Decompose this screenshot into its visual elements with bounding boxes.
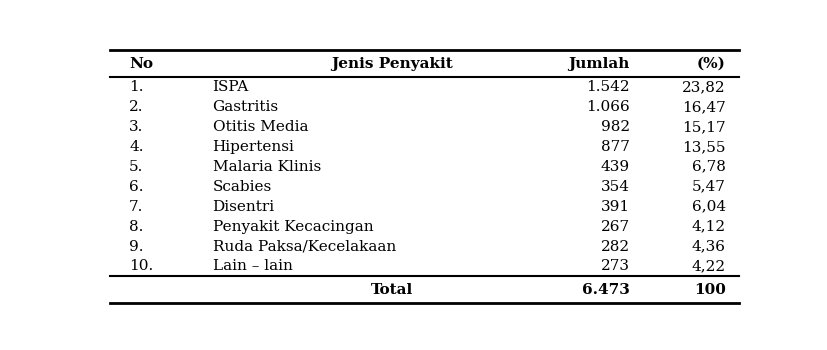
- Text: 8.: 8.: [129, 219, 143, 233]
- Text: 9.: 9.: [129, 239, 144, 253]
- Text: Total: Total: [370, 283, 413, 297]
- Text: 4,12: 4,12: [691, 219, 725, 233]
- Text: Disentri: Disentri: [213, 199, 275, 213]
- Text: 4,22: 4,22: [691, 259, 725, 273]
- Text: 1.542: 1.542: [586, 80, 629, 94]
- Text: 4,36: 4,36: [691, 239, 725, 253]
- Text: 982: 982: [600, 120, 629, 134]
- Text: Hipertensi: Hipertensi: [213, 140, 294, 154]
- Text: 5.: 5.: [129, 160, 143, 174]
- Text: 16,47: 16,47: [681, 100, 725, 114]
- Text: 273: 273: [600, 259, 629, 273]
- Text: 354: 354: [600, 180, 629, 194]
- Text: 1.: 1.: [129, 80, 144, 94]
- Text: Jenis Penyakit: Jenis Penyakit: [331, 57, 452, 71]
- Text: Ruda Paksa/Kecelakaan: Ruda Paksa/Kecelakaan: [213, 239, 395, 253]
- Text: 7.: 7.: [129, 199, 143, 213]
- Text: 877: 877: [600, 140, 629, 154]
- Text: Jumlah: Jumlah: [567, 57, 629, 71]
- Text: 6.: 6.: [129, 180, 144, 194]
- Text: 13,55: 13,55: [681, 140, 725, 154]
- Text: 23,82: 23,82: [681, 80, 725, 94]
- Text: 6,04: 6,04: [691, 199, 725, 213]
- Text: Lain – lain: Lain – lain: [213, 259, 292, 273]
- Text: ISPA: ISPA: [213, 80, 249, 94]
- Text: 15,17: 15,17: [681, 120, 725, 134]
- Text: No: No: [129, 57, 153, 71]
- Text: 2.: 2.: [129, 100, 144, 114]
- Text: 10.: 10.: [129, 259, 153, 273]
- Text: Scabies: Scabies: [213, 180, 271, 194]
- Text: 100: 100: [693, 283, 725, 297]
- Text: 282: 282: [600, 239, 629, 253]
- Text: 439: 439: [600, 160, 629, 174]
- Text: 6,78: 6,78: [691, 160, 725, 174]
- Text: 391: 391: [600, 199, 629, 213]
- Text: 1.066: 1.066: [586, 100, 629, 114]
- Text: (%): (%): [696, 57, 725, 71]
- Text: 267: 267: [600, 219, 629, 233]
- Text: Penyakit Kecacingan: Penyakit Kecacingan: [213, 219, 373, 233]
- Text: 4.: 4.: [129, 140, 144, 154]
- Text: Otitis Media: Otitis Media: [213, 120, 308, 134]
- Text: Gastritis: Gastritis: [213, 100, 279, 114]
- Text: 5,47: 5,47: [691, 180, 725, 194]
- Text: 6.473: 6.473: [581, 283, 629, 297]
- Text: Malaria Klinis: Malaria Klinis: [213, 160, 320, 174]
- Text: 3.: 3.: [129, 120, 143, 134]
